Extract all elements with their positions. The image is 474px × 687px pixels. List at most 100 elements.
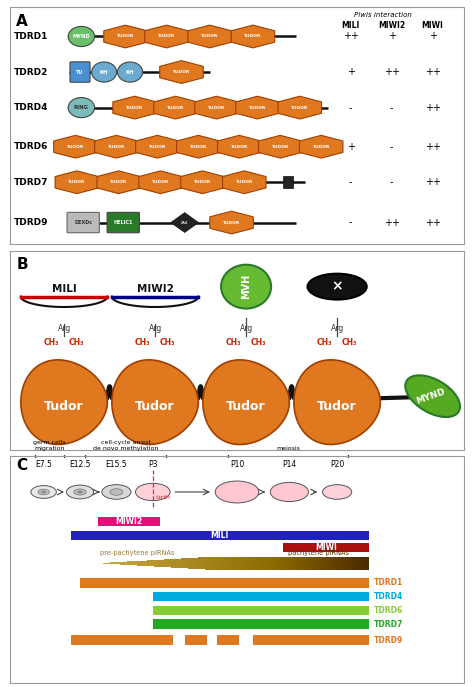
Bar <box>226 557 229 570</box>
Bar <box>270 557 273 570</box>
Bar <box>205 557 209 570</box>
Text: Tudor: Tudor <box>44 400 84 413</box>
Text: A: A <box>16 14 28 29</box>
Bar <box>178 559 181 568</box>
Bar <box>253 557 256 570</box>
Polygon shape <box>258 135 302 158</box>
Bar <box>127 561 130 565</box>
Text: Arg: Arg <box>148 324 162 333</box>
Bar <box>71 531 369 540</box>
Bar <box>311 557 314 570</box>
Bar <box>120 562 123 565</box>
Circle shape <box>270 482 309 502</box>
Polygon shape <box>188 25 231 48</box>
Text: CH₃: CH₃ <box>135 338 151 347</box>
Text: TUDOR: TUDOR <box>249 106 266 110</box>
Text: MIWI: MIWI <box>315 543 337 552</box>
Bar <box>352 557 356 570</box>
Bar <box>185 635 208 645</box>
Bar <box>301 557 304 570</box>
Bar <box>266 557 270 570</box>
Bar <box>359 557 362 570</box>
Text: TUDOR: TUDOR <box>208 106 225 110</box>
Polygon shape <box>218 135 261 158</box>
Polygon shape <box>145 25 188 48</box>
Text: Tudor: Tudor <box>317 400 357 413</box>
Text: TUDOR: TUDOR <box>231 145 248 148</box>
Polygon shape <box>54 135 97 158</box>
Ellipse shape <box>68 26 95 47</box>
Text: Piwis interaction: Piwis interaction <box>354 12 411 18</box>
Bar <box>109 563 113 564</box>
Text: TUDOR: TUDOR <box>108 145 125 148</box>
Text: TDRD1: TDRD1 <box>374 578 403 587</box>
Text: E7.5: E7.5 <box>35 460 52 469</box>
Bar <box>308 557 311 570</box>
Bar <box>328 557 331 570</box>
Text: TUDOR: TUDOR <box>158 34 175 38</box>
Circle shape <box>74 489 86 495</box>
Text: -: - <box>390 102 393 113</box>
Bar <box>325 557 328 570</box>
Text: TDRD6: TDRD6 <box>374 606 403 615</box>
Bar <box>273 557 277 570</box>
Text: TUDOR: TUDOR <box>110 180 128 184</box>
Text: MIWI2: MIWI2 <box>137 284 173 293</box>
Text: TUDOR: TUDOR <box>117 34 134 38</box>
Polygon shape <box>113 96 156 119</box>
Polygon shape <box>112 360 198 444</box>
Text: ++: ++ <box>425 67 441 77</box>
Text: ++: ++ <box>384 218 400 227</box>
Bar <box>198 557 202 569</box>
Bar <box>249 557 253 570</box>
Text: TDRD2: TDRD2 <box>14 67 48 76</box>
Text: ++: ++ <box>384 67 400 77</box>
Circle shape <box>322 484 352 499</box>
Bar <box>144 561 147 566</box>
Text: -: - <box>390 177 393 188</box>
Bar <box>283 543 369 552</box>
Text: +: + <box>347 142 355 152</box>
Text: TUDOR: TUDOR <box>67 145 84 148</box>
Bar <box>236 557 239 570</box>
Text: germ cells
migration: germ cells migration <box>33 440 65 451</box>
Text: TDRD1: TDRD1 <box>14 32 48 41</box>
Bar <box>188 558 191 569</box>
Bar <box>243 557 246 570</box>
Bar <box>153 619 369 629</box>
Polygon shape <box>171 213 199 232</box>
Bar <box>239 557 243 570</box>
Bar <box>356 557 359 570</box>
Text: ++: ++ <box>343 32 359 41</box>
Text: C: C <box>16 458 27 473</box>
Text: TUDOR: TUDOR <box>244 34 262 38</box>
Bar <box>209 557 212 570</box>
Bar <box>365 557 369 570</box>
Bar <box>260 557 263 570</box>
Bar <box>321 557 325 570</box>
Text: Tudor: Tudor <box>226 400 266 413</box>
Text: MILI: MILI <box>211 531 229 540</box>
Bar <box>280 557 283 570</box>
Bar <box>335 557 338 570</box>
Polygon shape <box>97 171 140 194</box>
Text: CH₃: CH₃ <box>226 338 242 347</box>
Bar <box>256 557 260 570</box>
Bar <box>232 557 236 570</box>
Text: CH₃: CH₃ <box>44 338 60 347</box>
Text: MVH: MVH <box>241 274 251 300</box>
Text: E15.5: E15.5 <box>106 460 127 469</box>
Polygon shape <box>55 171 99 194</box>
Bar <box>106 563 109 564</box>
Bar <box>222 557 226 570</box>
Text: TDRD4: TDRD4 <box>14 103 48 112</box>
Bar <box>202 557 205 570</box>
Text: ++: ++ <box>425 102 441 113</box>
Text: MILI: MILI <box>52 284 76 293</box>
Text: CH₃: CH₃ <box>251 338 266 347</box>
Text: birth: birth <box>155 495 170 500</box>
Text: ++: ++ <box>425 142 441 152</box>
Text: TDRD9: TDRD9 <box>374 635 403 644</box>
Text: P20: P20 <box>330 460 344 469</box>
Circle shape <box>102 484 131 499</box>
